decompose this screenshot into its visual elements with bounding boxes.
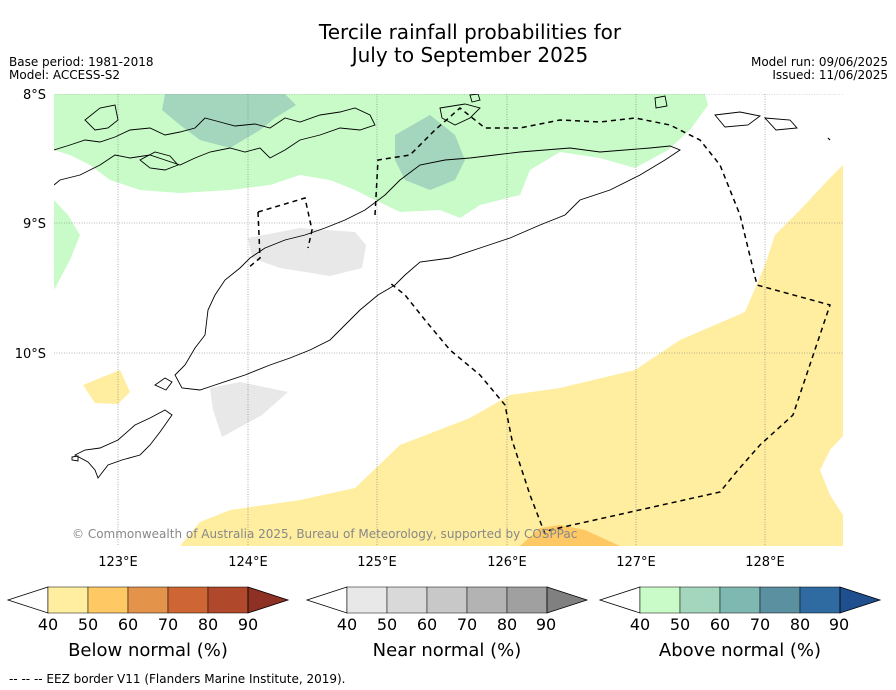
- eez-border: [247, 107, 831, 535]
- cbar-above-swatch: [719, 586, 761, 614]
- below-normal-region-south: [180, 165, 843, 546]
- near-normal-patch-2: [210, 382, 288, 437]
- cbar-above-high-extension: [839, 586, 882, 614]
- model-run: Model run: 09/06/2025: [750, 55, 888, 69]
- lon-label-123e: 123°E: [98, 555, 138, 570]
- above-normal-region-west: [54, 200, 80, 290]
- below-normal-50-patch: [520, 525, 620, 546]
- cbar-near-swatch: [466, 586, 508, 614]
- cbar-below-tick: 70: [157, 615, 179, 634]
- cbar-above-low-extension: [598, 586, 641, 614]
- cbar-above-swatch: [639, 586, 681, 614]
- cbar-above-swatch: [799, 586, 841, 614]
- cbar-above-tick: 40: [629, 615, 651, 634]
- cbar-label-below: Below normal (%): [68, 640, 228, 661]
- cbar-below-swatch: [127, 586, 169, 614]
- lon-label-127e: 127°E: [616, 555, 656, 570]
- cbar-above-tick: 70: [749, 615, 771, 634]
- cbar-below-swatch: [207, 586, 249, 614]
- cbar-above-tick: 90: [828, 615, 850, 634]
- cbar-below-swatch: [167, 586, 209, 614]
- above-normal-dark-patch-1: [162, 94, 296, 148]
- cbar-above-tick: 80: [789, 615, 811, 634]
- colorbars: [6, 586, 882, 614]
- cbar-near-tick: 60: [416, 615, 438, 634]
- cbar-below-tick: 90: [237, 615, 259, 634]
- cbar-label-above: Above normal (%): [658, 640, 822, 661]
- cbar-label-near: Near normal (%): [372, 640, 522, 661]
- cbar-near-swatch: [346, 586, 388, 614]
- model-name: Model: ACCESS-S2: [9, 68, 121, 82]
- cbar-above-tick: 50: [669, 615, 691, 634]
- lon-label-124e: 124°E: [228, 555, 268, 570]
- title-line-2: July to September 2025: [351, 43, 589, 67]
- cbar-near-tick: 70: [456, 615, 478, 634]
- cbar-near-swatch: [426, 586, 468, 614]
- graticule: [54, 94, 843, 546]
- cbar-below-swatch: [47, 586, 89, 614]
- lat-label-10s: 10°S: [15, 347, 46, 362]
- cbar-near-tick: 50: [376, 615, 398, 634]
- cbar-below-tick: 50: [77, 615, 99, 634]
- cbar-below-high-extension: [247, 586, 290, 614]
- cbar-near-tick: 80: [496, 615, 518, 634]
- cbar-near-tick: 40: [336, 615, 358, 634]
- above-normal-dark-patch-2: [395, 115, 465, 190]
- meta-left: Base period: 1981-2018 Model: ACCESS-S2: [9, 56, 154, 82]
- cbar-below-low-extension: [6, 586, 49, 614]
- issued-date: Issued: 11/06/2025: [772, 68, 888, 82]
- lon-axis: 123°E 124°E 125°E 126°E 127°E 128°E: [98, 555, 785, 570]
- cbar-below-swatch: [87, 586, 129, 614]
- lon-label-126e: 126°E: [487, 555, 527, 570]
- base-period: Base period: 1981-2018: [9, 55, 154, 69]
- cbar-above-tick: 60: [709, 615, 731, 634]
- lat-axis: 8°S 9°S 10°S: [15, 88, 46, 362]
- cbar-above-swatch: [679, 586, 721, 614]
- cbar-below-tick: 40: [37, 615, 59, 634]
- cbar-near-swatch: [386, 586, 428, 614]
- cbar-near-swatch: [506, 586, 548, 614]
- eez-footnote: -- -- -- EEZ border V11 (Flanders Marine…: [9, 672, 346, 686]
- cbar-below-tick: 80: [197, 615, 219, 634]
- cbar-below-tick: 60: [117, 615, 139, 634]
- below-normal-region-west: [83, 370, 130, 404]
- lon-label-128e: 128°E: [745, 555, 785, 570]
- cbar-near-high-extension: [546, 586, 589, 614]
- copyright-notice: © Commonwealth of Australia 2025, Bureau…: [72, 527, 577, 541]
- coastline: [54, 94, 798, 479]
- meta-right: Model run: 09/06/2025 Issued: 11/06/2025: [751, 56, 888, 82]
- title-line-1: Tercile rainfall probabilities for: [318, 20, 622, 44]
- lon-label-125e: 125°E: [357, 555, 397, 570]
- lat-label-8s: 8°S: [23, 88, 46, 103]
- cbar-near-tick: 90: [535, 615, 557, 634]
- near-normal-patch-1: [248, 228, 366, 276]
- cbar-near-low-extension: [305, 586, 348, 614]
- lat-label-9s: 9°S: [23, 217, 46, 232]
- cbar-above-swatch: [759, 586, 801, 614]
